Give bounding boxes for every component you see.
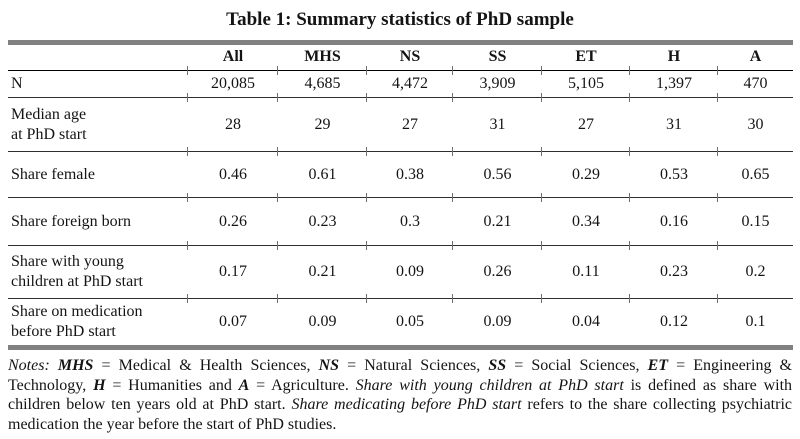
notes-segment: H <box>93 376 106 394</box>
table-title: Table 1: Summary statistics of PhD sampl… <box>226 9 574 30</box>
cell-value: 470 <box>717 66 793 98</box>
cell-value: 0.34 <box>541 193 630 246</box>
table-body: N 20,085 4,685 4,472 3,909 5,105 1,397 470 Media… <box>8 66 793 348</box>
cell-value: 4,472 <box>366 66 453 98</box>
row-label: Share foreign born <box>8 197 188 246</box>
cell-value: 0.53 <box>629 147 718 198</box>
cell-value: 0.61 <box>277 147 367 198</box>
notes-segment: = Natural Sciences, <box>339 357 489 374</box>
cell-value: 20,085 <box>187 66 278 98</box>
notes-text: Notes: MHS = Medical & Health Sciences, … <box>8 356 792 434</box>
header-row: All MHS NS SS ET H A <box>8 43 793 71</box>
notes-segment: Share with young children at PhD start <box>355 376 624 394</box>
notes-segment: Notes: <box>8 357 58 374</box>
cell-value: 0.23 <box>629 241 718 299</box>
cell-value: 0.21 <box>452 193 542 246</box>
cell-value: 0.56 <box>452 147 542 198</box>
cell-value: 0.65 <box>717 147 793 198</box>
cell-value: 5,105 <box>541 66 630 98</box>
row-label: Share with young children at PhD start <box>8 245 188 299</box>
cell-value: 0.21 <box>277 241 367 299</box>
cell-value: 1,397 <box>629 66 718 98</box>
cell-value: 0.26 <box>452 241 542 299</box>
cell-value: 0.38 <box>366 147 453 198</box>
notes-segment: Share medicating before PhD start <box>291 396 522 413</box>
cell-value: 4,685 <box>277 66 367 98</box>
summary-table: All MHS NS SS ET H A N 20,085 4,685 4,472 3,909 5,1… <box>8 40 793 350</box>
cell-value: 0.2 <box>717 241 793 299</box>
notes-segment: MHS <box>57 357 94 374</box>
notes-segment: = Social Sciences, <box>506 357 648 374</box>
cell-value: 0.11 <box>541 241 630 299</box>
cell-value: 0.15 <box>717 193 793 246</box>
notes-segment: refers to the share collecting psychiatr… <box>8 396 793 433</box>
cell-value: 0.09 <box>277 294 367 348</box>
cell-value: 29 <box>277 93 367 152</box>
table-row: Median age at PhD start 28 29 27 31 27 31 30 <box>8 93 793 152</box>
cell-value: 0.12 <box>629 294 718 348</box>
cell-value: 0.46 <box>187 147 278 198</box>
table-row: N 20,085 4,685 4,472 3,909 5,105 1,397 470 <box>8 66 793 98</box>
row-label: N <box>8 70 188 98</box>
notes-segment: is defined as share with children below … <box>8 376 793 414</box>
notes-segment: SS <box>488 357 507 374</box>
cell-value: 28 <box>187 93 278 152</box>
row-label: Share female <box>8 151 188 198</box>
table-row: Share with young children at PhD start 0.… <box>8 241 793 299</box>
cell-value: 30 <box>717 93 793 152</box>
column-header: A <box>749 48 762 65</box>
notes-segment: A <box>238 376 250 394</box>
notes-segment: = Medical & Health Sciences, <box>93 357 319 374</box>
cell-value: 27 <box>366 93 453 152</box>
cell-value: 0.29 <box>541 147 630 198</box>
cell-value: 0.16 <box>629 193 718 246</box>
cell-value: 0.3 <box>366 193 453 246</box>
row-label-header <box>8 43 188 71</box>
cell-value: 0.1 <box>717 294 793 348</box>
row-label: Share on medication before PhD start <box>8 298 188 348</box>
cell-value: 31 <box>629 93 718 152</box>
cell-value: 0.09 <box>366 241 453 299</box>
notes-segment: = Humanities and <box>105 376 239 394</box>
notes-segment: ET <box>647 357 669 374</box>
column-header: All <box>222 48 244 65</box>
cell-value: 0.23 <box>277 193 367 246</box>
row-label: Median age at PhD start <box>8 97 188 152</box>
column-header: H <box>667 48 681 65</box>
cell-value: 0.17 <box>187 241 278 299</box>
cell-value: 0.09 <box>452 294 542 348</box>
notes-segment: = Agriculture. <box>249 376 356 394</box>
table-row: Share foreign born 0.26 0.23 0.3 0.21 0.34 0.1… <box>8 193 793 246</box>
column-header: SS <box>488 48 507 65</box>
column-header: ET <box>575 48 597 65</box>
notes-segment: NS <box>318 357 340 374</box>
table-row: Share on medication before PhD start 0.07… <box>8 294 793 348</box>
cell-value: 0.26 <box>187 193 278 246</box>
column-header: NS <box>399 48 421 65</box>
notes-segment: = Engineering & Technology, <box>8 357 792 394</box>
cell-value: 3,909 <box>452 66 542 98</box>
cell-value: 0.05 <box>366 294 453 348</box>
column-header: MHS <box>304 48 341 65</box>
cell-value: 0.07 <box>187 294 278 348</box>
cell-value: 27 <box>541 93 630 152</box>
cell-value: 31 <box>452 93 542 152</box>
cell-value: 0.04 <box>541 294 630 348</box>
table-row: Share female 0.46 0.61 0.38 0.56 0.29 0.53 0.65 <box>8 147 793 198</box>
